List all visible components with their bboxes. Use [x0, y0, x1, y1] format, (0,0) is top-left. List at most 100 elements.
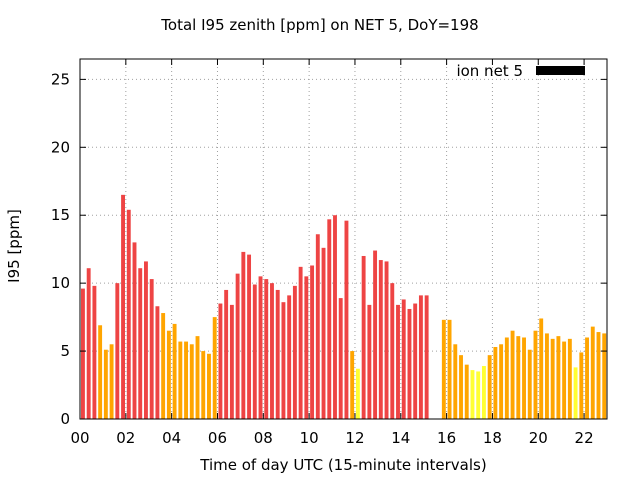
bar-series — [81, 194, 607, 419]
x-tick-label: 16 — [437, 429, 456, 447]
bar — [527, 349, 532, 419]
bar — [413, 303, 418, 419]
bar — [338, 298, 343, 419]
x-tick-label: 04 — [162, 429, 181, 447]
bar — [344, 220, 349, 419]
bar — [418, 295, 423, 419]
y-tick-label: 25 — [51, 70, 70, 88]
bar — [258, 276, 263, 419]
bar — [149, 279, 154, 419]
bar — [407, 308, 412, 419]
bar — [229, 304, 234, 419]
bar — [281, 302, 286, 419]
bar — [487, 355, 492, 419]
bar — [390, 283, 395, 419]
bar — [109, 344, 114, 419]
bar — [207, 353, 211, 419]
bar — [212, 317, 217, 419]
bar — [493, 347, 498, 419]
bar — [464, 364, 469, 419]
bar — [315, 234, 320, 419]
bar — [396, 304, 400, 419]
bar — [92, 285, 97, 419]
x-tick-label: 08 — [254, 429, 273, 447]
bar — [401, 299, 406, 419]
bar — [138, 268, 143, 419]
x-tick-label: 20 — [529, 429, 548, 447]
x-tick-label: 00 — [70, 429, 89, 447]
bar — [441, 319, 446, 419]
bar — [510, 330, 515, 419]
bar — [361, 255, 366, 419]
bar — [447, 319, 452, 419]
y-tick-label: 10 — [51, 274, 70, 292]
bar — [275, 289, 280, 419]
bar — [252, 284, 257, 419]
bar — [172, 323, 177, 419]
bar — [602, 333, 607, 419]
bar — [384, 261, 389, 419]
bar — [81, 288, 85, 419]
bar — [292, 285, 297, 419]
bar — [378, 260, 383, 419]
bar — [350, 351, 355, 419]
legend: ion net 5 — [456, 62, 585, 80]
bar — [201, 351, 206, 419]
bar — [481, 366, 486, 419]
bar — [184, 341, 189, 419]
bar — [533, 330, 538, 419]
bar — [424, 295, 429, 419]
x-tick-label: 22 — [575, 429, 594, 447]
y-tick-label: 0 — [60, 410, 70, 428]
bar — [562, 341, 567, 419]
bar — [166, 330, 171, 419]
bar — [333, 215, 337, 419]
bar — [550, 338, 555, 419]
bar — [539, 318, 544, 419]
bar — [453, 344, 458, 419]
bar — [126, 209, 131, 419]
bar — [115, 283, 120, 419]
x-tick-label: 10 — [300, 429, 319, 447]
bar — [355, 368, 360, 419]
x-tick-label: 14 — [391, 429, 410, 447]
bar — [596, 332, 601, 419]
bar — [103, 349, 108, 419]
bar — [144, 261, 148, 419]
axes — [79, 58, 608, 420]
legend-label: ion net 5 — [456, 62, 523, 80]
bar — [556, 336, 561, 419]
bar — [504, 337, 509, 419]
x-tick-label: 02 — [116, 429, 135, 447]
y-tick-label: 20 — [51, 138, 70, 156]
bar — [321, 247, 326, 419]
bar — [86, 268, 91, 419]
chart-title: Total I95 zenith [ppm] on NET 5, DoY=198 — [161, 16, 479, 34]
bar — [235, 273, 240, 419]
bar — [304, 276, 309, 419]
x-tick-label: 18 — [483, 429, 502, 447]
bar — [132, 242, 137, 419]
bar — [579, 352, 584, 419]
bar — [218, 303, 223, 419]
bar — [476, 371, 481, 419]
bar — [98, 325, 103, 419]
bar — [161, 313, 166, 419]
x-tick-label: 12 — [345, 429, 364, 447]
bar — [373, 250, 378, 419]
bar — [522, 337, 526, 419]
bar — [516, 336, 521, 419]
x-axis-label: Time of day UTC (15-minute intervals) — [200, 456, 487, 474]
legend-swatch — [536, 66, 585, 75]
bar — [585, 337, 589, 419]
bar — [367, 304, 372, 419]
bar — [573, 367, 578, 419]
bar — [178, 341, 183, 419]
bar — [287, 295, 292, 419]
bar — [270, 283, 274, 419]
grid-lines — [80, 59, 607, 419]
bar — [567, 338, 572, 419]
bar — [470, 370, 475, 419]
bar — [241, 251, 246, 419]
